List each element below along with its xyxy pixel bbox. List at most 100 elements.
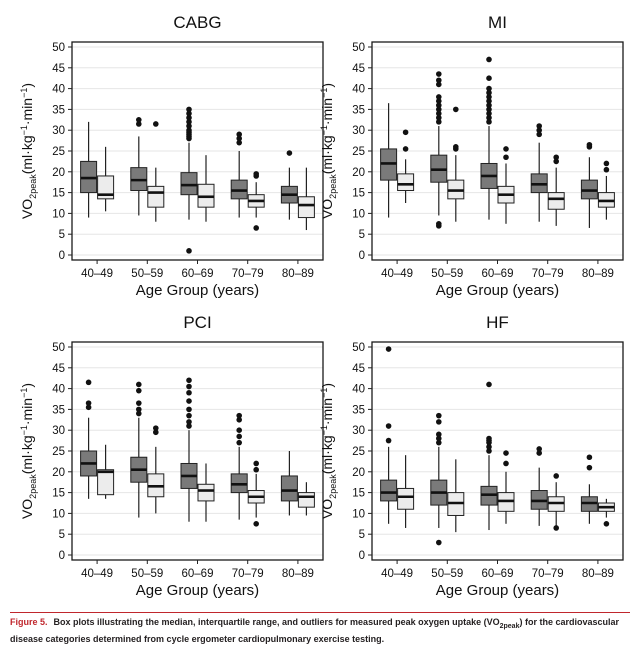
outlier-point — [486, 102, 492, 109]
outlier-point — [553, 154, 559, 161]
x-tick-label: 50–59 — [131, 568, 163, 580]
outlier-point — [136, 121, 142, 127]
y-tick-label: 45 — [52, 363, 65, 375]
outlier-point — [85, 404, 92, 411]
panel-hf: 0 5 10 15 20 25 30 35 40 45 50 40–49 50–59 60–69 70–79… — [319, 313, 624, 599]
y-tick-label: 45 — [352, 363, 365, 375]
outlier-point — [553, 158, 559, 165]
y-tick-label: 20 — [352, 467, 365, 479]
outlier-point — [236, 417, 242, 423]
y-axis-label-part: −1 — [19, 388, 29, 398]
box-dark-70–79 — [530, 123, 548, 222]
outlier-point — [503, 460, 509, 467]
outlier-point — [436, 77, 442, 84]
outlier-point — [236, 412, 242, 419]
outlier-point — [553, 473, 559, 479]
y-axis-label-part: (ml·kg — [19, 135, 35, 174]
box-light-80–89 — [597, 160, 615, 220]
y-axis-label-part: ·min — [319, 98, 335, 125]
panel-cabg: 0 5 10 15 20 25 30 35 40 45 50 40–49 50–59 60–69 70–79… — [19, 13, 324, 299]
outlier-point — [436, 412, 442, 419]
box-light-40–49 — [397, 455, 415, 528]
x-tick-label: 40–49 — [381, 268, 413, 280]
outlier-point — [186, 389, 192, 396]
outlier-point — [503, 450, 509, 456]
y-tick-label: 20 — [352, 167, 365, 179]
outlier-point — [136, 406, 142, 413]
y-axis-label-part: (ml·kg — [319, 435, 335, 474]
outlier-point — [586, 464, 593, 471]
outlier-point — [436, 71, 442, 77]
box-iqr — [397, 173, 415, 192]
outlier-point — [536, 131, 542, 138]
box-light-80–89 — [597, 498, 615, 527]
outlier-point — [153, 121, 159, 127]
outlier-point — [236, 131, 242, 138]
outlier-point — [186, 123, 192, 129]
outlier-point — [453, 144, 459, 150]
outlier-point — [536, 450, 542, 456]
y-tick-label: 40 — [52, 84, 65, 96]
box-dark-40–49 — [380, 346, 398, 524]
outlier-point — [186, 377, 192, 384]
x-tick-label: 70–79 — [232, 268, 264, 280]
y-axis-label-part: ·min — [19, 98, 35, 125]
outlier-point — [286, 150, 293, 156]
outlier-point — [136, 387, 142, 394]
y-tick-label: 0 — [59, 550, 65, 562]
box-dark-70–79 — [230, 131, 248, 218]
y-tick-label: 50 — [52, 342, 65, 354]
y-axis-label: VO2peak(ml·kg−1·min−1) — [319, 83, 338, 219]
y-axis-label-part: (ml·kg — [19, 435, 35, 474]
box-dark-70–79 — [530, 446, 548, 526]
outlier-point — [486, 106, 492, 113]
x-tick-label: 40–49 — [81, 268, 113, 280]
x-tick-label: 80–89 — [282, 268, 314, 280]
y-tick-label: 30 — [352, 125, 365, 137]
outlier-point — [186, 419, 192, 425]
outlier-point — [436, 114, 442, 121]
box-dark-40–49 — [80, 379, 98, 499]
panel-title: MI — [488, 13, 507, 32]
outlier-point — [153, 425, 159, 431]
box-dark-60–69 — [180, 377, 198, 522]
box-light-60–69 — [497, 450, 515, 524]
outlier-point — [186, 110, 192, 117]
outlier-point — [436, 221, 442, 227]
outlier-point — [486, 119, 492, 125]
outlier-point — [385, 437, 392, 444]
outlier-point — [486, 110, 492, 117]
x-tick-label: 70–79 — [532, 568, 564, 580]
box-light-50–59 — [147, 121, 165, 222]
box-light-50–59 — [447, 106, 465, 222]
y-tick-label: 35 — [52, 404, 65, 416]
outlier-point — [536, 127, 542, 133]
box-iqr — [97, 469, 115, 496]
y-tick-label: 20 — [52, 167, 65, 179]
y-tick-label: 25 — [352, 146, 365, 158]
y-tick-label: 5 — [59, 229, 65, 241]
outlier-point — [486, 56, 492, 63]
outlier-point — [136, 400, 142, 406]
box-dark-80–89 — [580, 141, 598, 228]
outlier-point — [586, 141, 593, 148]
y-tick-label: 15 — [52, 488, 65, 500]
outlier-point — [253, 171, 259, 177]
box-light-40–49 — [97, 146, 115, 212]
outlier-point — [486, 381, 492, 388]
caption-rule — [10, 612, 630, 613]
y-tick-label: 10 — [352, 508, 365, 520]
box-light-80–89 — [297, 167, 315, 231]
box-light-60–69 — [497, 146, 515, 224]
y-axis-label-part: (ml·kg — [319, 135, 335, 174]
box-light-50–59 — [147, 425, 165, 514]
caption-label: Figure 5. — [10, 617, 48, 627]
x-axis-label: Age Group (years) — [136, 282, 259, 299]
outlier-point — [436, 94, 442, 100]
outlier-point — [236, 139, 242, 146]
figure-caption: Figure 5. Box plots illustrating the medi… — [10, 616, 630, 645]
outlier-point — [553, 525, 559, 531]
box-dark-40–49 — [80, 121, 98, 218]
panel-title: HF — [486, 313, 509, 332]
y-tick-label: 35 — [352, 404, 365, 416]
